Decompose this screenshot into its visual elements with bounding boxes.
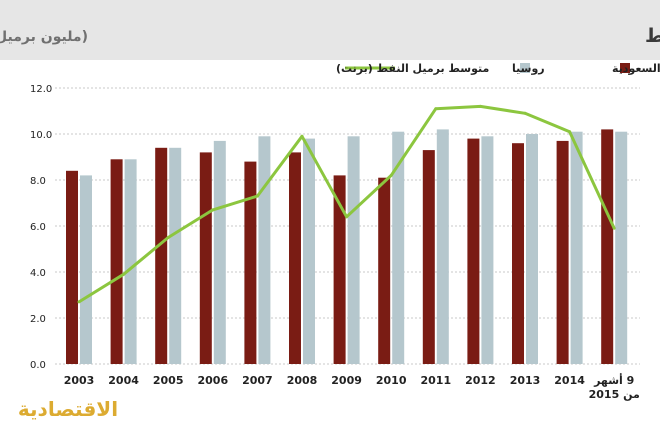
x-tick-label: 2014 — [554, 374, 585, 387]
x-tick-label: 2013 — [510, 374, 541, 387]
grid: 0.0 2.0 4.0 6.0 8.0 10.0 12.0 — [30, 84, 640, 371]
bar-russia — [80, 175, 92, 364]
brent-point — [122, 272, 126, 276]
bar-russia — [570, 131, 583, 364]
x-tick-label: 2010 — [376, 374, 407, 387]
brent-point — [568, 130, 572, 134]
brent-point — [345, 215, 349, 219]
header-band — [0, 0, 660, 60]
bar-russia — [615, 131, 628, 364]
bar-saudi — [66, 170, 78, 364]
bar-saudi — [155, 147, 168, 364]
bar-saudi — [556, 140, 569, 364]
y-tick-label: 2.0 — [30, 314, 46, 325]
x-tick-label: من 2015 — [589, 388, 640, 401]
legend: السعودية روسيا متوسط برميل النفط (برنت) — [336, 62, 660, 75]
x-axis-labels: 2003 2004 2005 2006 2007 2008 2009 2010 2011 2012… — [64, 373, 640, 401]
brent-point — [211, 208, 215, 212]
bar-saudi — [601, 129, 614, 364]
x-tick-label: 2008 — [287, 374, 318, 387]
x-tick-label: 2005 — [153, 374, 184, 387]
x-tick-label: 9 أشهر — [593, 373, 634, 387]
y-tick-label: 10.0 — [30, 130, 52, 141]
legend-label-russia: روسيا — [512, 62, 545, 75]
legend-label-saudi: السعودية — [612, 62, 660, 75]
bar-russia — [169, 147, 182, 364]
bars — [66, 129, 628, 364]
y-tick-label: 6.0 — [30, 222, 46, 233]
x-tick-label: 2003 — [64, 374, 95, 387]
bar-saudi — [244, 161, 257, 364]
bar-russia — [213, 140, 226, 364]
y-tick-label: 4.0 — [30, 268, 46, 279]
bar-saudi — [333, 175, 346, 364]
x-tick-label: 2011 — [420, 374, 451, 387]
brent-point — [255, 194, 259, 198]
x-tick-label: 2009 — [331, 374, 362, 387]
brent-point — [478, 104, 482, 108]
brent-point — [523, 111, 527, 115]
brent-point — [77, 300, 81, 304]
bar-russia — [526, 134, 538, 364]
bar-saudi — [422, 150, 435, 364]
bar-saudi — [199, 152, 212, 364]
y-tick-label: 12.0 — [30, 84, 52, 95]
y-tick-label: 0.0 — [30, 360, 46, 371]
brent-point — [612, 226, 616, 230]
bar-saudi — [378, 177, 391, 364]
bar-saudi — [512, 143, 524, 364]
watermark: الاقتصادية — [18, 397, 118, 421]
line-series — [77, 104, 616, 304]
bar-saudi — [467, 138, 480, 364]
chart-title: متوسط الإنتاج اليومي للسعودية وروسيا من … — [645, 25, 660, 47]
brent-point — [434, 107, 438, 111]
x-tick-label: 2004 — [108, 374, 139, 387]
bar-russia — [347, 136, 360, 364]
bar-russia — [258, 136, 271, 364]
brent-point — [300, 134, 304, 138]
bar-russia — [392, 131, 405, 364]
chart-subtitle: (مليون برميل) — [0, 29, 88, 45]
x-tick-label: 2007 — [242, 374, 273, 387]
bar-russia — [436, 129, 449, 364]
brent-point — [389, 173, 393, 177]
brent-point — [166, 236, 170, 239]
x-tick-label: 2006 — [197, 374, 228, 387]
bar-saudi — [110, 159, 123, 364]
legend-swatch-russia — [520, 63, 530, 73]
x-tick-label: 2012 — [465, 374, 496, 387]
legend-label-brent: متوسط برميل النفط (برنت) — [336, 62, 489, 75]
bar-saudi — [289, 152, 301, 364]
y-tick-label: 8.0 — [30, 176, 46, 187]
bar-russia — [303, 138, 315, 364]
legend-swatch-saudi — [620, 63, 630, 73]
bar-russia — [124, 159, 137, 364]
bar-russia — [481, 136, 494, 364]
